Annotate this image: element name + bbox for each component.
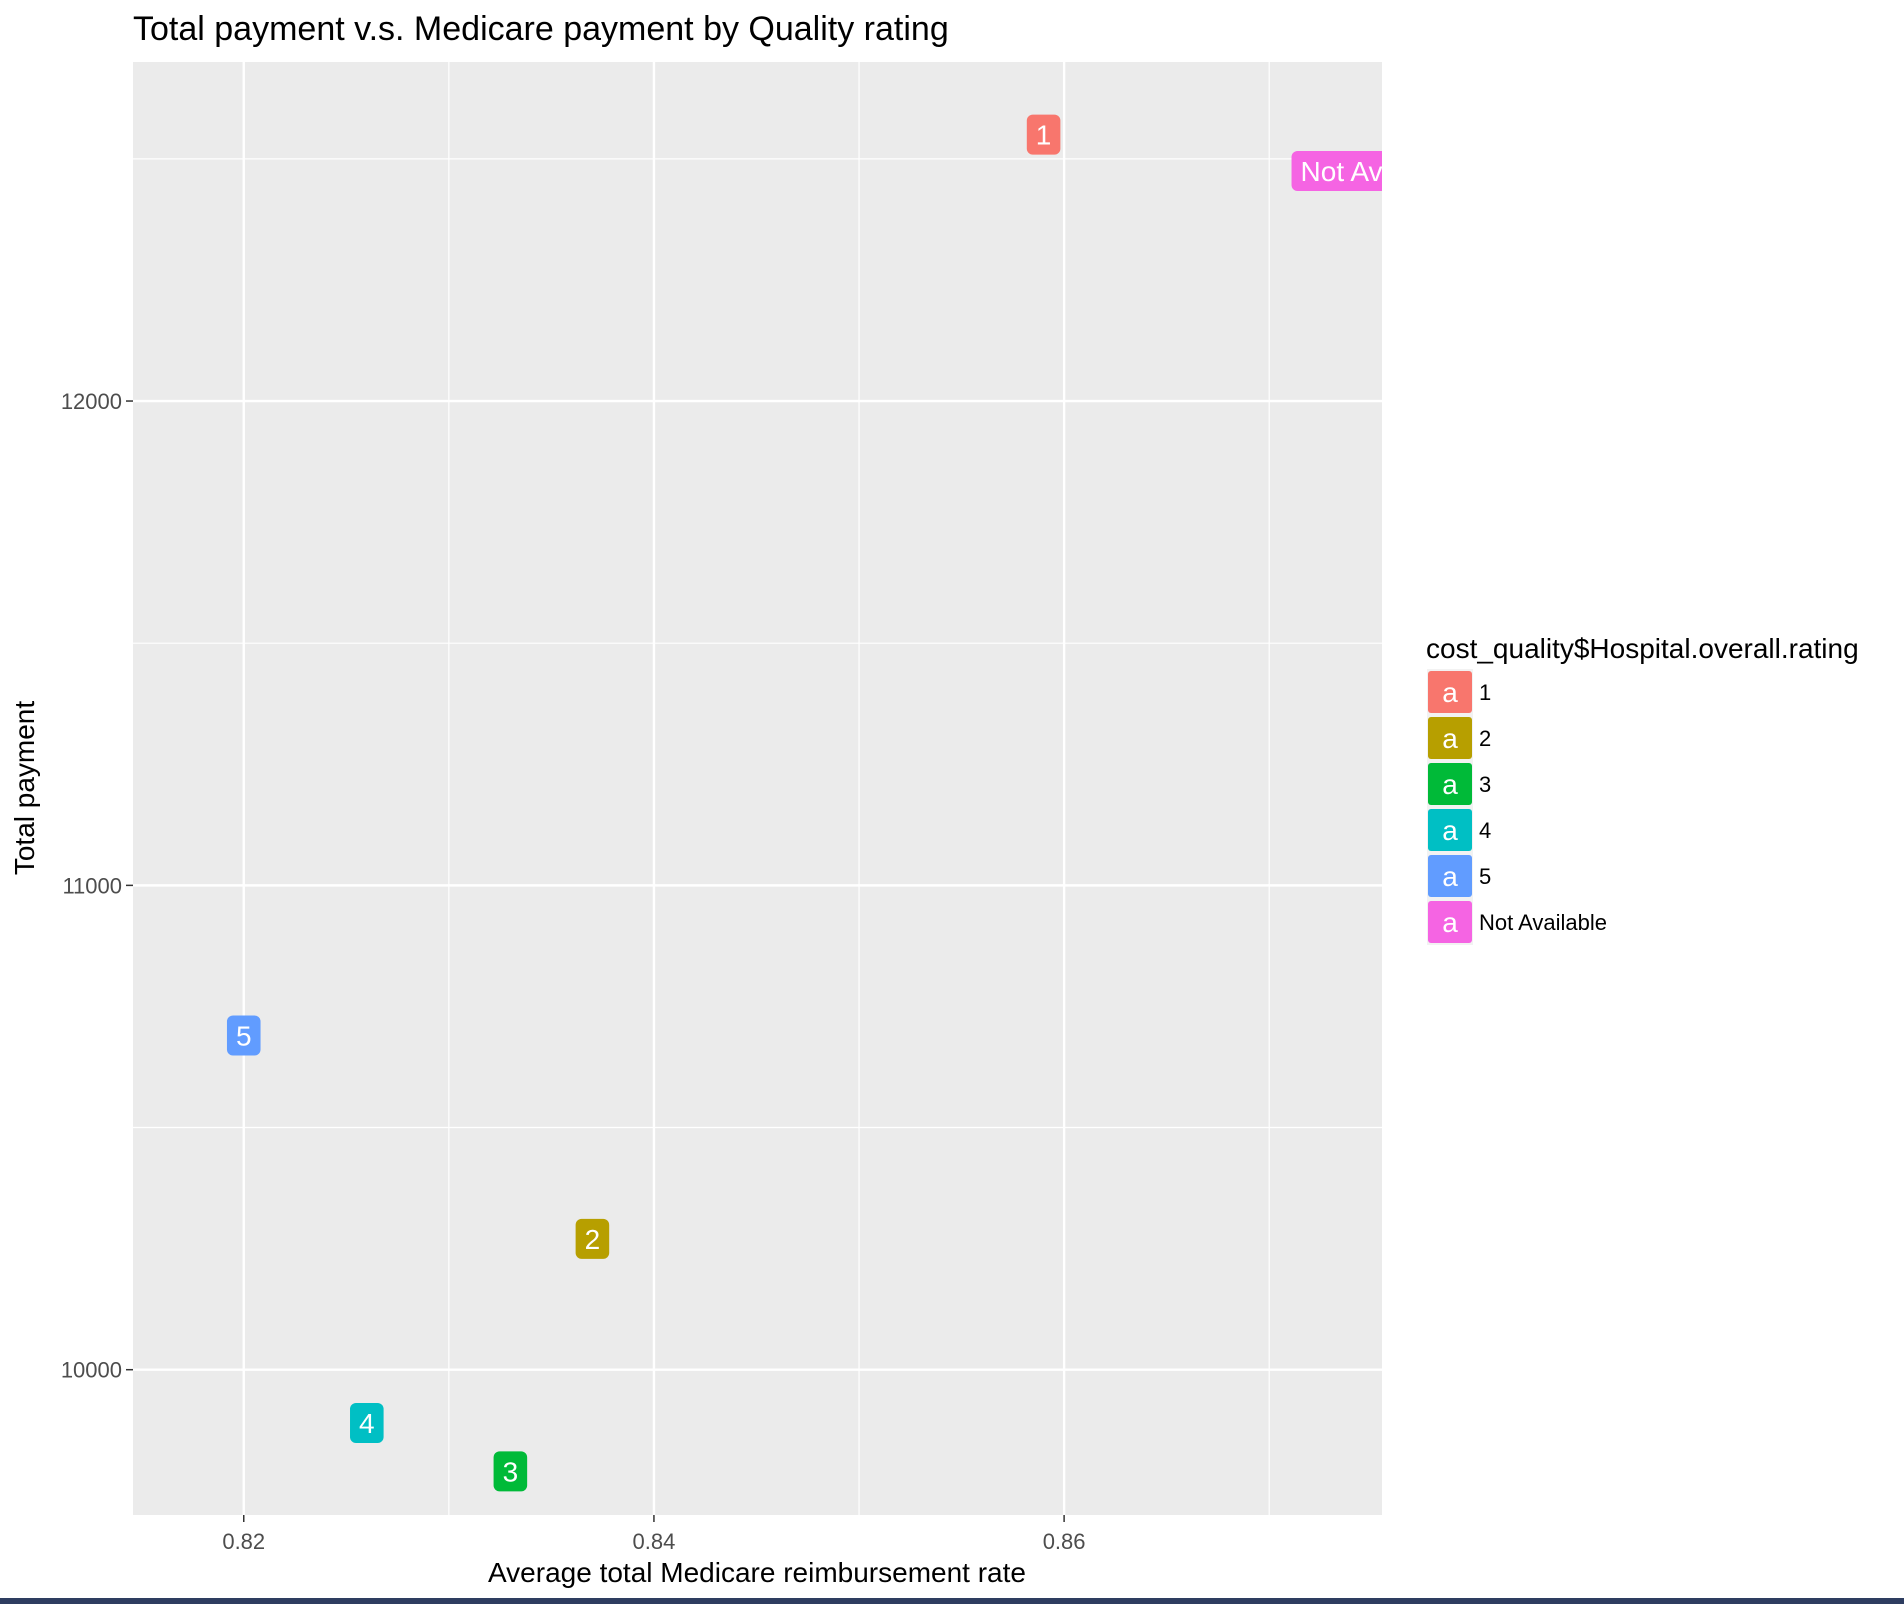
window-bottom-edge	[0, 1598, 1904, 1604]
point-label-text: Not Available	[1301, 156, 1464, 187]
point-label: 4	[350, 1402, 384, 1443]
legend-label: 3	[1479, 772, 1491, 797]
legend: cost_quality$Hospital.overall.rating a 1a…	[1426, 633, 1859, 945]
y-tick-label: 12000	[61, 389, 122, 414]
point-label-text: 3	[503, 1456, 519, 1487]
point-label-box	[350, 1402, 384, 1443]
point-label-box	[493, 1451, 528, 1492]
minor-grid	[133, 62, 1382, 1515]
legend-item: a Not Available	[1427, 899, 1607, 945]
x-tick-label: 0.86	[1043, 1529, 1086, 1554]
data-points: 1 2 3 4 5 Not Available	[226, 114, 1464, 1492]
legend-title: cost_quality$Hospital.overall.rating	[1426, 633, 1859, 664]
point-label-text: 1	[1036, 120, 1052, 151]
point-label: Not Available	[1291, 150, 1464, 191]
legend-key-glyph: a	[1442, 861, 1458, 892]
legend-key-swatch	[1428, 855, 1472, 897]
point-label: 3	[493, 1451, 528, 1492]
point-label-box	[575, 1218, 610, 1259]
y-axis-ticks: 10000 11000 12000	[61, 389, 133, 1383]
y-tick-label: 10000	[61, 1358, 122, 1383]
point-label-box	[226, 1015, 261, 1056]
legend-label: 2	[1479, 726, 1491, 751]
legend-key-glyph: a	[1442, 723, 1458, 754]
legend-key-glyph: a	[1442, 769, 1458, 800]
legend-label: Not Available	[1479, 910, 1607, 935]
y-axis-title: Total payment	[9, 701, 40, 876]
legend-key-swatch	[1428, 901, 1472, 943]
point-label-text: 2	[585, 1224, 601, 1255]
major-grid	[133, 62, 1382, 1515]
legend-key-glyph: a	[1442, 907, 1458, 938]
plot-panel	[133, 62, 1382, 1515]
legend-key-glyph: a	[1442, 677, 1458, 708]
y-tick-label: 11000	[62, 873, 122, 898]
point-label-text: 5	[236, 1021, 252, 1052]
point-label-box	[1026, 114, 1061, 155]
point-label: 5	[226, 1015, 261, 1056]
legend-label: 5	[1479, 864, 1491, 889]
point-label-text: 4	[359, 1408, 375, 1439]
point-label-box	[1291, 150, 1382, 191]
legend-key-glyph: a	[1442, 815, 1458, 846]
point-label: 2	[575, 1218, 610, 1259]
x-axis-ticks: 0.82 0.84 0.86	[222, 1515, 1086, 1554]
x-axis-title: Average total Medicare reimbursement rat…	[488, 1557, 1026, 1588]
chart-title: Total payment v.s. Medicare payment by Q…	[133, 10, 949, 48]
legend-entries: a 1a 2a 3a 4a 5a Not Available	[1427, 669, 1607, 945]
x-tick-label: 0.82	[222, 1529, 265, 1554]
legend-key-swatch	[1428, 763, 1472, 805]
legend-key-swatch	[1428, 809, 1472, 851]
legend-key-swatch	[1428, 717, 1472, 759]
legend-label: 4	[1479, 818, 1491, 843]
x-tick-label: 0.84	[633, 1529, 676, 1554]
legend-key-swatch	[1428, 671, 1472, 713]
legend-label: 1	[1479, 680, 1491, 705]
point-label: 1	[1026, 114, 1061, 155]
